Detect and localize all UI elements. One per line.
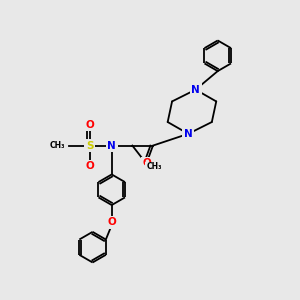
Text: N: N xyxy=(107,141,116,151)
Text: N: N xyxy=(191,85,200,94)
Text: CH₃: CH₃ xyxy=(50,141,65,150)
Text: O: O xyxy=(85,161,94,172)
Text: O: O xyxy=(143,158,152,168)
Text: N: N xyxy=(184,129,193,139)
Text: CH₃: CH₃ xyxy=(146,162,162,171)
Text: O: O xyxy=(85,120,94,130)
Text: O: O xyxy=(107,217,116,227)
Text: S: S xyxy=(86,141,93,151)
